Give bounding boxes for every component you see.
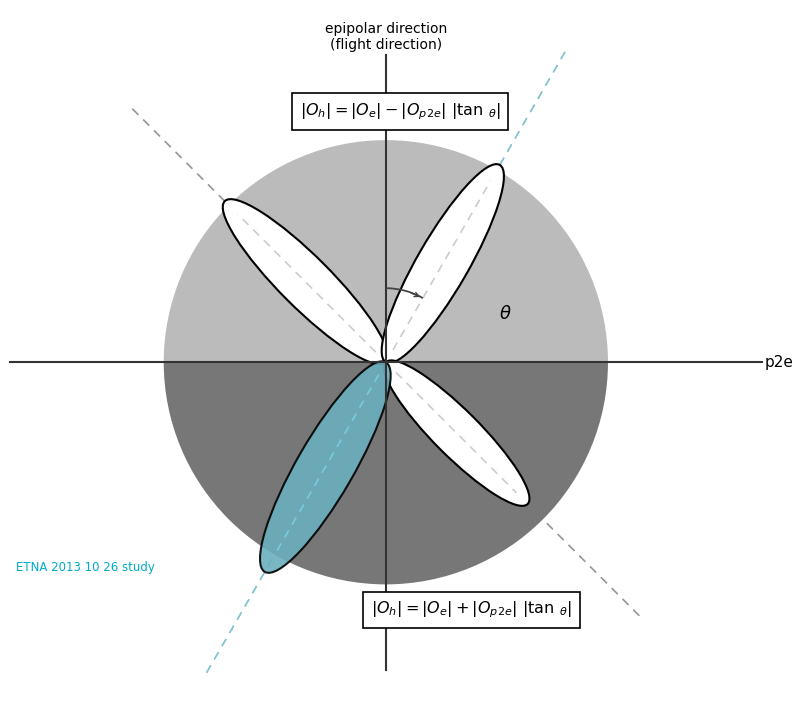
- Text: $|O_h|= |O_e| + |O_{p2e}|\ |\mathrm{tan}\ _\theta|$: $|O_h|= |O_e| + |O_{p2e}|\ |\mathrm{tan}…: [371, 599, 572, 620]
- Text: epipolar direction
(flight direction): epipolar direction (flight direction): [325, 22, 447, 52]
- Text: $|O_h|= |O_e| - |O_{p2e}|\ |\mathrm{tan}\ _\theta|$: $|O_h|= |O_e| - |O_{p2e}|\ |\mathrm{tan}…: [300, 101, 501, 122]
- Text: θ: θ: [500, 305, 511, 323]
- Ellipse shape: [260, 361, 391, 573]
- Text: p2e: p2e: [765, 355, 794, 370]
- Ellipse shape: [384, 361, 529, 506]
- Text: ETNA 2013 10 26 study: ETNA 2013 10 26 study: [16, 561, 154, 574]
- Ellipse shape: [223, 199, 388, 364]
- Ellipse shape: [381, 164, 504, 363]
- Wedge shape: [164, 362, 608, 584]
- Wedge shape: [164, 140, 608, 362]
